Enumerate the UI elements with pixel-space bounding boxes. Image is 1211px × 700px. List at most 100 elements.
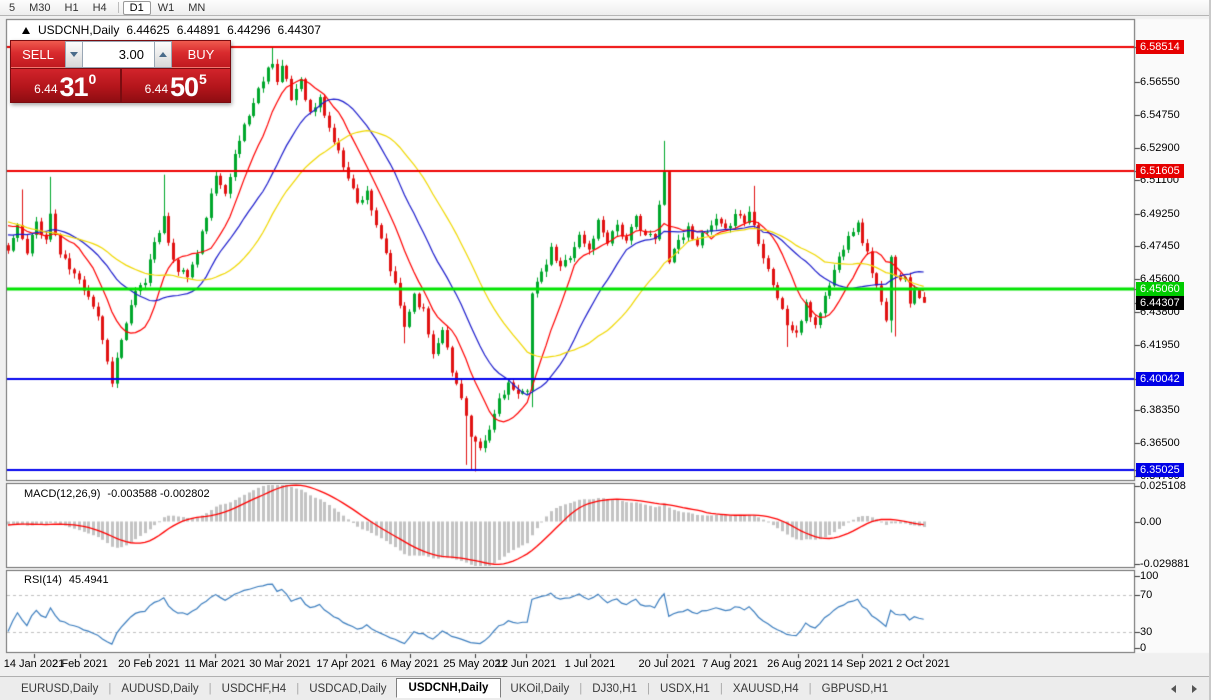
sell-price-button[interactable]: 6.44 31 0 — [11, 69, 120, 102]
chevron-down-icon — [70, 52, 78, 57]
price-level-badge: 6.40042 — [1136, 372, 1184, 387]
sell-price-big: 31 — [59, 72, 89, 102]
buy-price-sup: 5 — [199, 71, 207, 87]
price-level-badge: 6.45060 — [1136, 282, 1184, 297]
date-axis-label: 7 Aug 2021 — [702, 658, 758, 670]
chart-ohlc-header: USDCNH,Daily 6.44625 6.44891 6.44296 6.4… — [22, 23, 321, 37]
right-arrow-icon[interactable] — [1192, 685, 1197, 693]
tab-eurusd-daily[interactable]: EURUSD,Daily — [21, 682, 99, 695]
price-level-badge: 6.51605 — [1136, 164, 1184, 179]
price-level-badge: 6.35025 — [1136, 462, 1184, 477]
chart-tab-bar: EURUSD,Daily | AUDUSD,Daily | USDCHF,H4 | USDC… — [0, 676, 1211, 700]
date-axis-label: 14 Sep 2021 — [830, 658, 894, 670]
chevron-up-icon — [159, 52, 167, 57]
macd-name: MACD(12,26,9) — [24, 488, 101, 500]
macd-indicator-label: MACD(12,26,9) -0.003588 -0.002802 — [24, 488, 210, 500]
price-level-badge: 6.44307 — [1136, 295, 1184, 310]
timeframe-button-W1[interactable]: W1 — [157, 1, 175, 14]
tab-separator: | — [808, 682, 812, 695]
price-axis-tick-label: 6.49250 — [1140, 207, 1180, 220]
rsi-axis-tick-label: 100 — [1140, 570, 1159, 582]
tab-usdchf-h4[interactable]: USDCHF,H4 — [221, 682, 287, 695]
price-level-badge: 6.58514 — [1136, 40, 1184, 54]
timeframe-button-MN[interactable]: MN — [188, 1, 206, 14]
price-axis-tick-label: 6.47450 — [1140, 240, 1180, 253]
tab-separator: | — [646, 682, 650, 695]
tab-separator: | — [208, 682, 212, 695]
date-axis-label: 30 Mar 2021 — [249, 658, 311, 670]
tab-ukoil-daily[interactable]: UKOil,Daily — [510, 682, 570, 695]
tab-dj30-h1[interactable]: DJ30,H1 — [592, 682, 637, 695]
tab-separator: | — [108, 682, 112, 695]
sell-price-prefix: 6.44 — [34, 82, 58, 96]
date-axis-label: 6 May 2021 — [381, 658, 439, 670]
price-axis-tick-label: 6.38350 — [1140, 403, 1180, 416]
date-axis-label: 1 Jul 2021 — [564, 658, 616, 670]
toolbar-separator — [117, 2, 119, 13]
tab-audusd-daily[interactable]: AUDUSD,Daily — [121, 682, 199, 695]
one-click-trade-panel: SELL 3.00 BUY 6.44 31 0 6.44 50 5 — [10, 40, 231, 103]
sell-price-sup: 0 — [88, 71, 97, 87]
timeframe-button-H4[interactable]: H4 — [92, 1, 107, 14]
rsi-axis-tick-label: 0 — [1140, 642, 1147, 654]
buy-button[interactable]: BUY — [172, 41, 230, 68]
left-arrow-icon[interactable] — [1171, 685, 1176, 693]
date-axis-label: 25 May 2021 — [443, 658, 507, 670]
date-axis-label: 12 Jun 2021 — [495, 658, 557, 670]
tab-xauusd-h4[interactable]: XAUUSD,H4 — [732, 682, 799, 695]
tab-gbpusd-h1[interactable]: GBPUSD,H1 — [821, 682, 889, 695]
price-axis-tick-label: 6.56550 — [1140, 76, 1180, 89]
buy-button-label: BUY — [187, 46, 215, 62]
price-axis-tick-label: 6.41950 — [1140, 339, 1180, 352]
tab-separator: | — [579, 682, 583, 695]
date-axis-label: 20 Feb 2021 — [118, 658, 180, 670]
date-axis-label: 14 Jan 2021 — [3, 658, 65, 670]
volume-decrease-button[interactable] — [65, 41, 83, 68]
macd-axis-tick-label: 0.025108 — [1140, 479, 1186, 492]
date-axis-label: 26 Aug 2021 — [767, 658, 829, 670]
tab-scroll-controls — [1171, 685, 1197, 693]
up-triangle-icon — [22, 26, 30, 34]
timeframe-button-M30[interactable]: M30 — [29, 1, 51, 14]
buy-price-big: 50 — [170, 72, 199, 102]
price-axis-tick-label: 6.54750 — [1140, 108, 1180, 121]
timeframe-button-D1[interactable]: D1 — [122, 0, 151, 15]
ohlc-low: 6.44296 — [227, 23, 271, 37]
rsi-value: 45.4941 — [68, 574, 109, 586]
chart-symbol-label: USDCNH,Daily — [38, 23, 120, 37]
macd-axis-tick-label: 0.00 — [1140, 515, 1162, 528]
tab-usdcad-daily[interactable]: USDCAD,Daily — [309, 682, 387, 695]
macd-axis-tick-label: -0.029881 — [1140, 557, 1190, 570]
rsi-name: RSI(14) — [24, 574, 62, 586]
rsi-indicator-label: RSI(14) 45.4941 — [24, 574, 109, 586]
sell-button[interactable]: SELL — [11, 41, 65, 68]
ohlc-high: 6.44891 — [176, 23, 221, 37]
window-right-edge — [1209, 0, 1211, 700]
ohlc-open: 6.44625 — [126, 23, 170, 37]
date-axis-label: 2 Feb 2021 — [52, 658, 108, 670]
rsi-axis-tick-label: 70 — [1140, 589, 1153, 601]
rsi-axis-tick-label: 30 — [1140, 626, 1153, 638]
ohlc-close: 6.44307 — [277, 23, 321, 37]
date-axis-label: 2 Oct 2021 — [896, 658, 950, 670]
sell-button-label: SELL — [22, 46, 54, 62]
price-axis-tick-label: 6.52900 — [1140, 142, 1180, 155]
tab-usdcnh-daily[interactable]: USDCNH,Daily — [395, 677, 502, 698]
tab-separator: | — [719, 682, 723, 695]
timeframe-toolbar: 5 M30 H1 H4 D1 W1 MN — [0, 0, 1211, 16]
volume-increase-button[interactable] — [154, 41, 172, 68]
buy-price-button[interactable]: 6.44 50 5 — [119, 69, 230, 102]
tab-usdx-h1[interactable]: USDX,H1 — [659, 682, 710, 695]
macd-values: -0.003588 -0.002802 — [107, 488, 210, 500]
volume-value: 3.00 — [118, 47, 144, 62]
timeframe-button-5[interactable]: 5 — [9, 1, 16, 14]
tab-separator: | — [296, 682, 300, 695]
date-axis-label: 17 Apr 2021 — [316, 658, 376, 670]
date-axis-label: 11 Mar 2021 — [184, 658, 246, 670]
volume-input[interactable]: 3.00 — [83, 41, 154, 68]
buy-price-prefix: 6.44 — [144, 82, 168, 96]
date-axis-label: 20 Jul 2021 — [638, 658, 696, 670]
timeframe-button-H1[interactable]: H1 — [64, 1, 79, 14]
price-axis-tick-label: 6.36500 — [1140, 437, 1180, 450]
